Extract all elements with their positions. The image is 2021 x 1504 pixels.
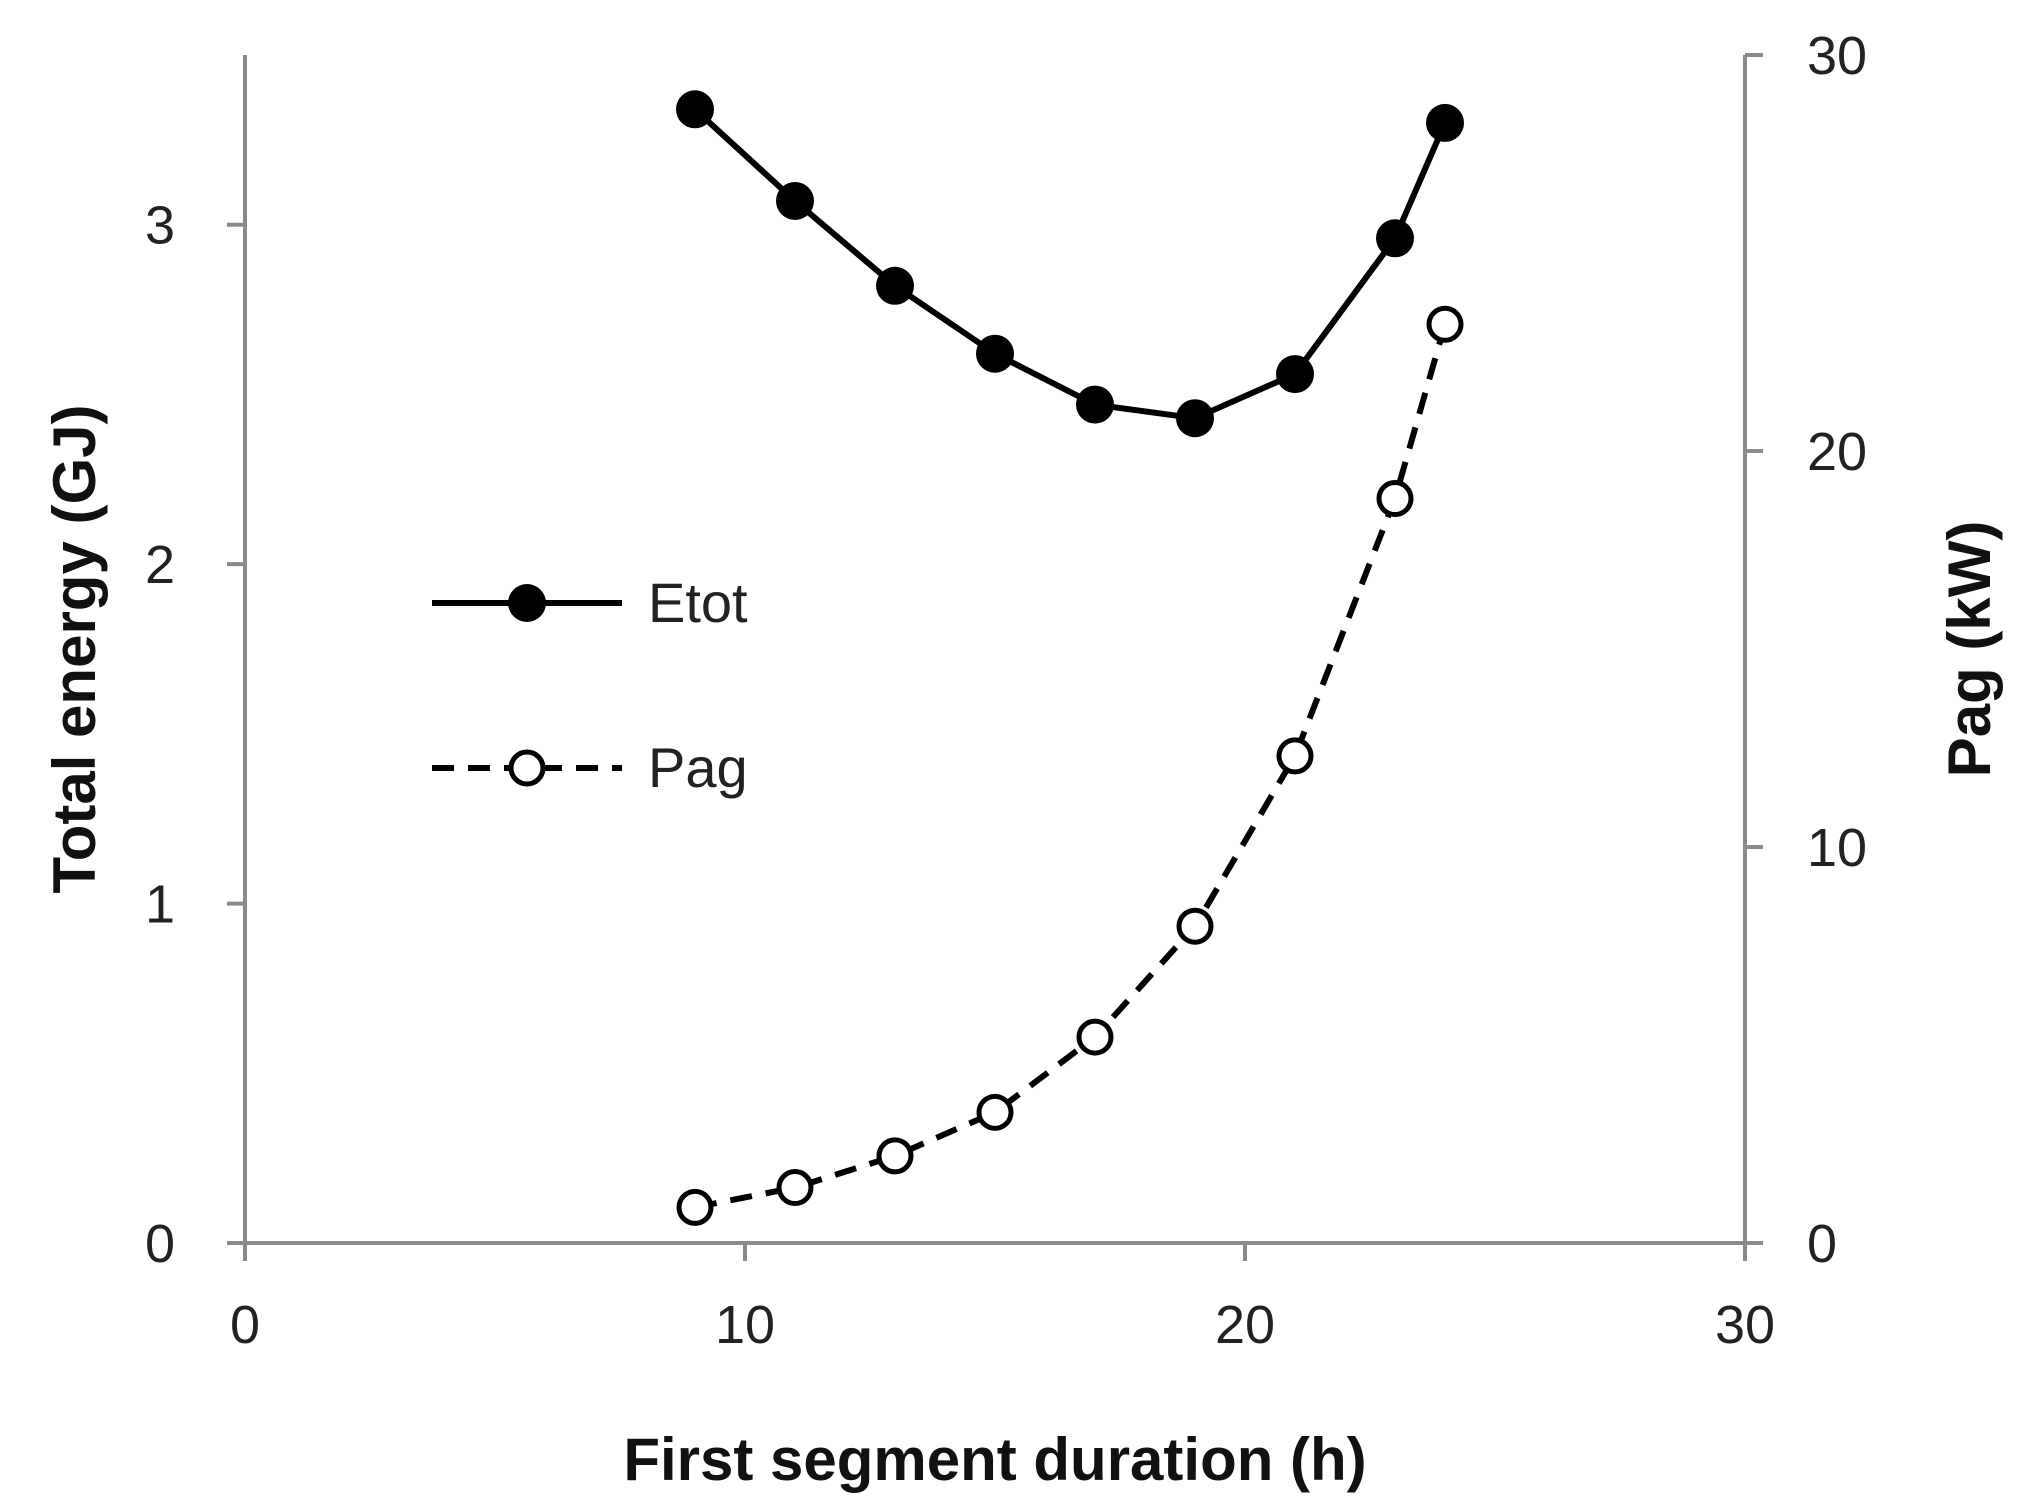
etot-point-4 <box>1076 385 1114 424</box>
y-left-tick-label-0: 0 <box>145 1214 175 1274</box>
x-tick-label-0: 0 <box>230 1295 260 1355</box>
etot-point-8 <box>1426 103 1464 142</box>
legend-pag-label: Pag <box>648 736 748 799</box>
etot-point-3 <box>976 334 1014 373</box>
y-left-tick-label-2: 2 <box>145 535 175 595</box>
x-tick-label-3: 30 <box>1715 1295 1775 1355</box>
etot-point-5 <box>1176 399 1214 438</box>
etot-point-6 <box>1276 355 1314 394</box>
y-right-tick-label-0: 0 <box>1807 1214 1837 1274</box>
etot-point-1 <box>776 181 814 220</box>
y-left-tick-label-1: 1 <box>145 875 175 935</box>
pag-point-0 <box>676 1188 714 1226</box>
legend-etot-marker <box>508 584 546 622</box>
legend-etot-label: Etot <box>648 571 748 634</box>
series-layer <box>676 90 1464 1226</box>
pag-point-3 <box>976 1093 1014 1131</box>
pag-series-line <box>694 323 1448 1211</box>
y-left-tick-label-3: 3 <box>145 196 175 256</box>
pag-point-7 <box>1376 480 1414 518</box>
x-tick-label-2: 20 <box>1215 1295 1275 1355</box>
etot-point-7 <box>1376 219 1414 258</box>
legend-pag-marker <box>508 749 546 787</box>
y-axis-left-title: Total energy (GJ) <box>41 405 108 894</box>
pag-point-6 <box>1276 737 1314 775</box>
legend: Etot Pag <box>432 571 748 799</box>
legend-item-pag: Pag <box>432 736 748 799</box>
pag-point-4 <box>1076 1018 1114 1056</box>
etot-point-2 <box>876 266 914 305</box>
etot-series-line <box>692 107 1448 422</box>
pag-point-8 <box>1426 305 1464 343</box>
y-right-tick-label-1: 10 <box>1807 818 1867 878</box>
x-tick-label-1: 10 <box>715 1295 775 1355</box>
y-right-tick-label-3: 30 <box>1807 26 1867 86</box>
legend-item-etot: Etot <box>432 571 748 634</box>
pag-point-5 <box>1176 907 1214 945</box>
pag-point-2 <box>876 1137 914 1175</box>
pag-point-1 <box>776 1169 814 1207</box>
y-axis-right-title: Pag (kW) <box>1936 521 2003 778</box>
x-axis-title: First segment duration (h) <box>623 1426 1366 1493</box>
y-right-tick-label-2: 20 <box>1807 422 1867 482</box>
etot-point-0 <box>676 90 714 129</box>
